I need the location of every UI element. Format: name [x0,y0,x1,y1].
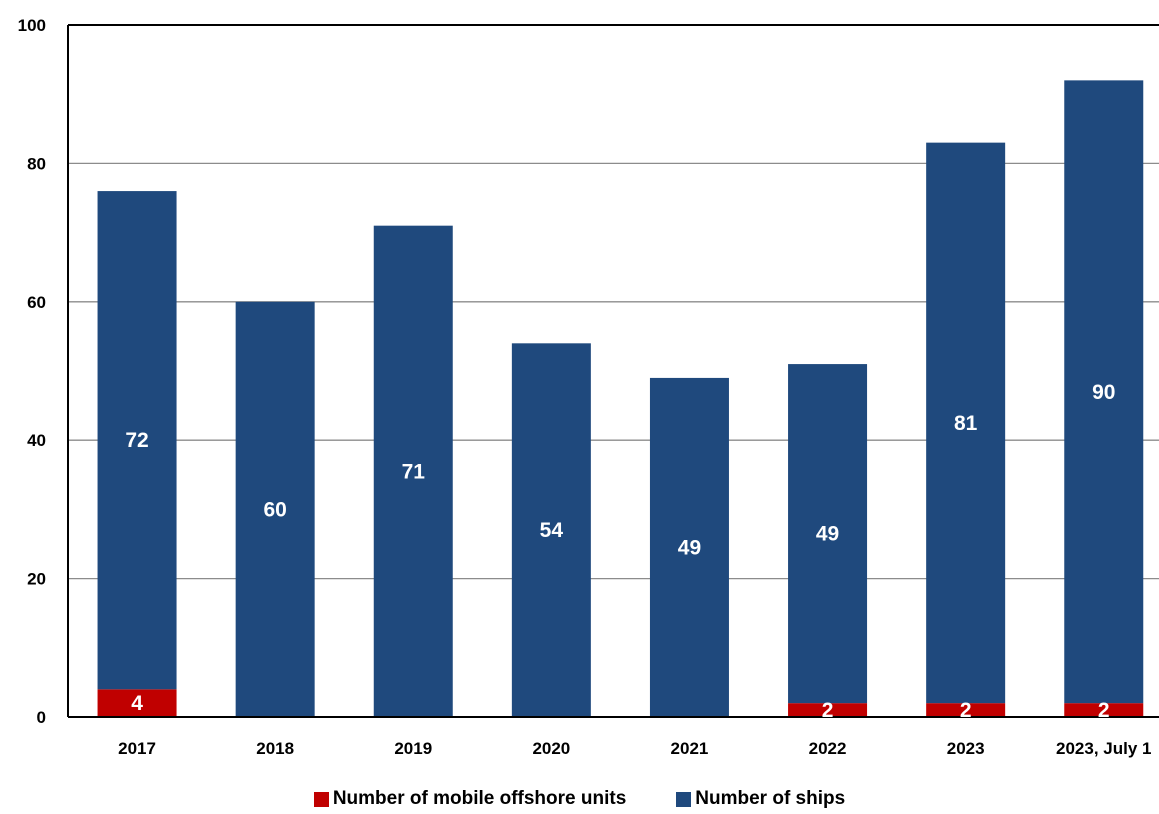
data-label: 81 [954,412,978,435]
x-tick-label: 2022 [809,739,847,758]
data-label: 2 [1098,699,1110,722]
bar-segment [235,301,315,717]
bar-segment [788,364,868,704]
legend-item-ships: Number of ships [676,788,845,810]
bar-segment [926,142,1006,704]
bar-segment [97,191,177,690]
legend-label-mobile-offshore-units: Number of mobile offshore units [332,788,627,809]
bar-segment [373,225,453,717]
y-tick-label: 80 [27,154,46,173]
y-tick-label: 60 [27,293,46,312]
y-tick-label: 100 [18,16,46,35]
data-label: 49 [678,536,701,559]
x-tick-label: 2017 [118,739,156,758]
x-tick-label: 2018 [256,739,294,758]
data-label: 54 [540,519,564,542]
x-tick-label: 2023 [947,739,985,758]
y-tick-label: 20 [27,570,46,589]
bar-segment [1064,80,1144,704]
x-axis-ticks: 2017 2018 2019 2020 2021 2022 2023 2023, July 1 [118,739,1151,758]
x-tick-label: 2020 [532,739,570,758]
data-label: 60 [263,498,286,521]
x-tick-label: 2021 [671,739,709,758]
y-axis-ticks: 0 20 40 60 80 100 [18,16,46,727]
y-tick-label: 0 [37,708,46,727]
data-label: 4 [131,692,143,715]
stacked-bar-chart: 0 20 40 60 80 100 2017 2018 2019 2020 2021 2022 202… [18,16,1159,758]
data-label: 90 [1092,381,1115,404]
legend-swatch-ships [676,791,692,807]
legend-swatch-mobile-offshore-units [313,791,329,807]
x-tick-label: 2019 [394,739,432,758]
legend: Number of mobile offshore units Number o… [0,787,1159,811]
data-label: 2 [822,699,834,722]
legend-item-mobile-offshore-units: Number of mobile offshore units [313,788,627,810]
axes [67,24,1159,718]
y-tick-label: 40 [27,431,46,450]
data-label: 71 [402,460,426,483]
bars [97,80,1144,717]
data-label: 2 [960,699,972,722]
data-labels: 4 72 60 71 54 49 2 49 2 81 2 90 [125,381,1115,722]
bar-segment [649,377,729,717]
bar-segment [97,689,177,717]
bar-segment [926,703,1006,717]
x-tick-label: 2023, July 1 [1056,739,1151,758]
bar-segment [511,343,591,717]
legend-label-ships: Number of ships [695,788,846,809]
data-label: 49 [816,523,839,546]
bar-segment [1064,703,1144,717]
bar-segment [788,703,868,717]
data-label: 72 [125,429,148,452]
